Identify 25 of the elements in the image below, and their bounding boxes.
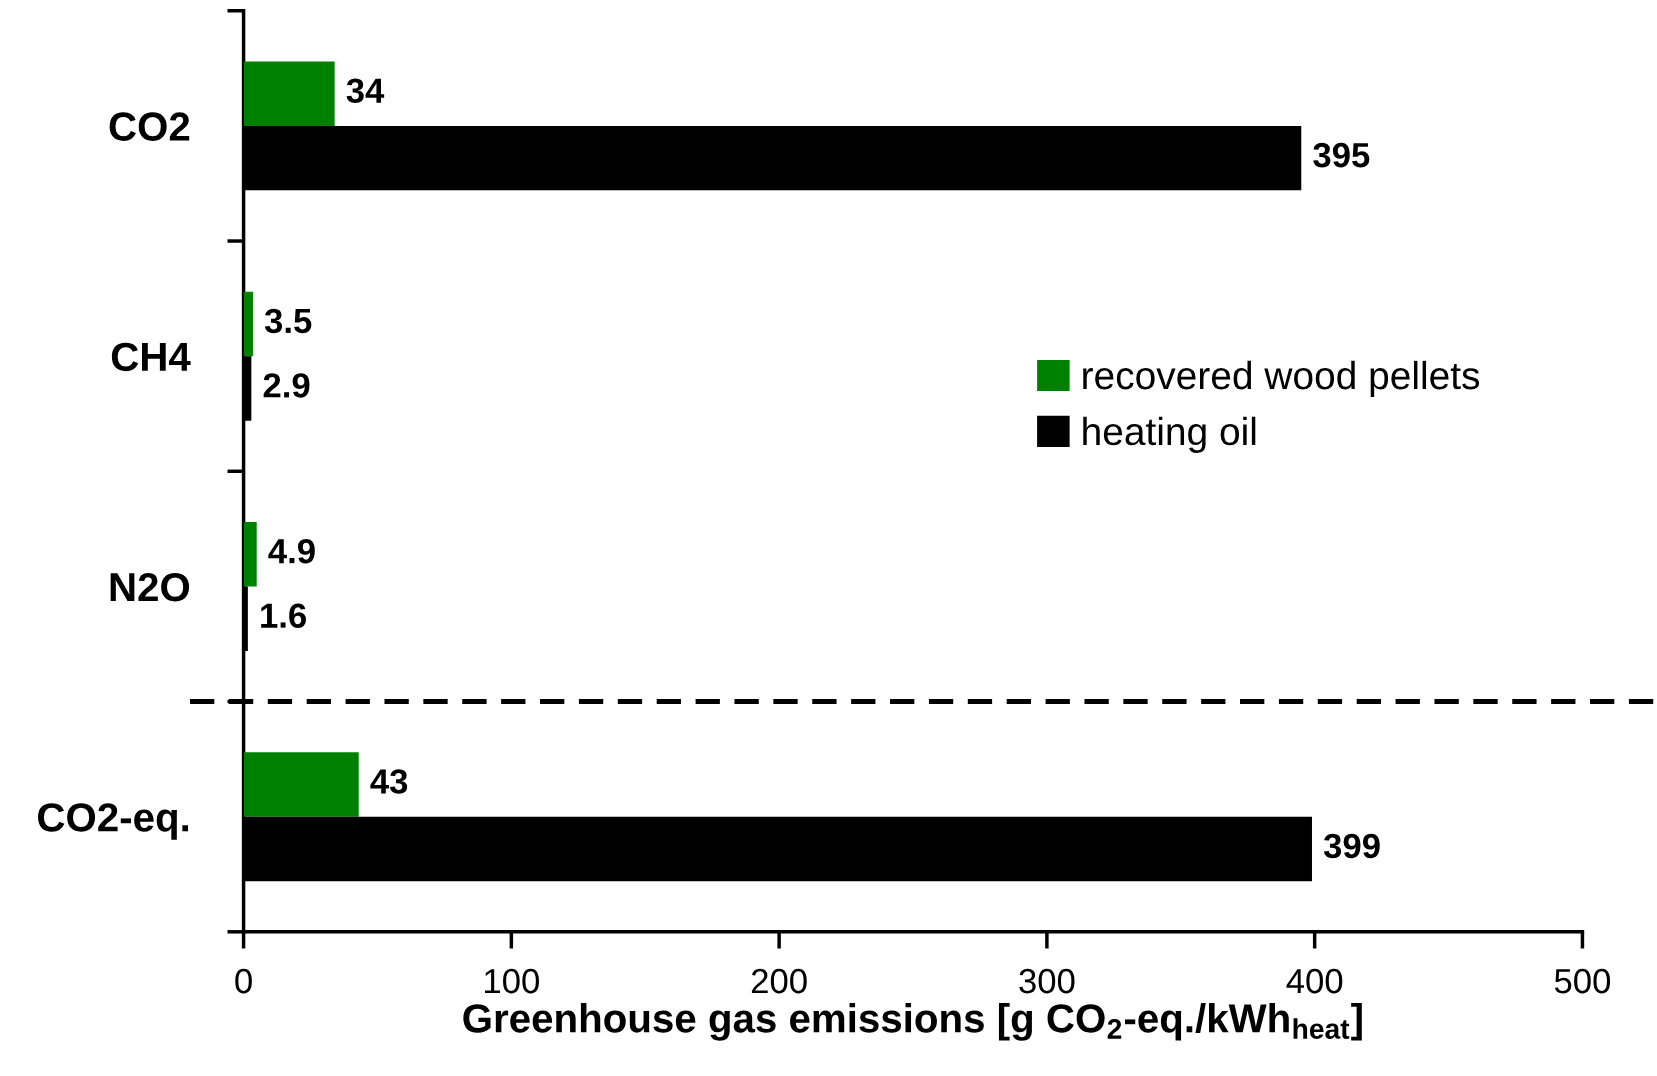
data-label: 395 <box>1313 142 1370 168</box>
data-label: 43 <box>370 769 408 794</box>
x-axis-title: Greenhouse gas emissions [g CO$_{2}$-eq./kWh$_{heat}$] <box>463 1003 1362 1041</box>
x-tick-label: 200 <box>751 968 807 994</box>
x-tick-label: 0 <box>235 968 252 994</box>
data-label: 34 <box>346 78 385 104</box>
bar <box>243 291 253 357</box>
y-tick-label: N2O <box>110 572 190 602</box>
data-label: 399 <box>1323 833 1380 859</box>
data-label: 1.6 <box>261 603 306 628</box>
legend-label: recovered wood pellets <box>1083 360 1480 398</box>
y-tick-label: CO2-eq. <box>38 803 189 840</box>
bar <box>243 521 257 587</box>
x-tick-label: 300 <box>1019 968 1075 994</box>
x-tick-label: 400 <box>1286 968 1343 994</box>
x-tick-label: 100 <box>485 968 539 994</box>
bar <box>243 61 335 126</box>
y-tick-label: CH4 <box>111 342 191 372</box>
data-label: 3.5 <box>264 308 312 334</box>
data-label: 2.9 <box>263 373 310 398</box>
y-tick-label: CO2 <box>109 112 190 141</box>
legend-label: heating oil <box>1083 416 1256 453</box>
data-label: 4.9 <box>268 538 315 564</box>
bar <box>243 752 359 817</box>
x-tick-label: 500 <box>1554 968 1611 994</box>
